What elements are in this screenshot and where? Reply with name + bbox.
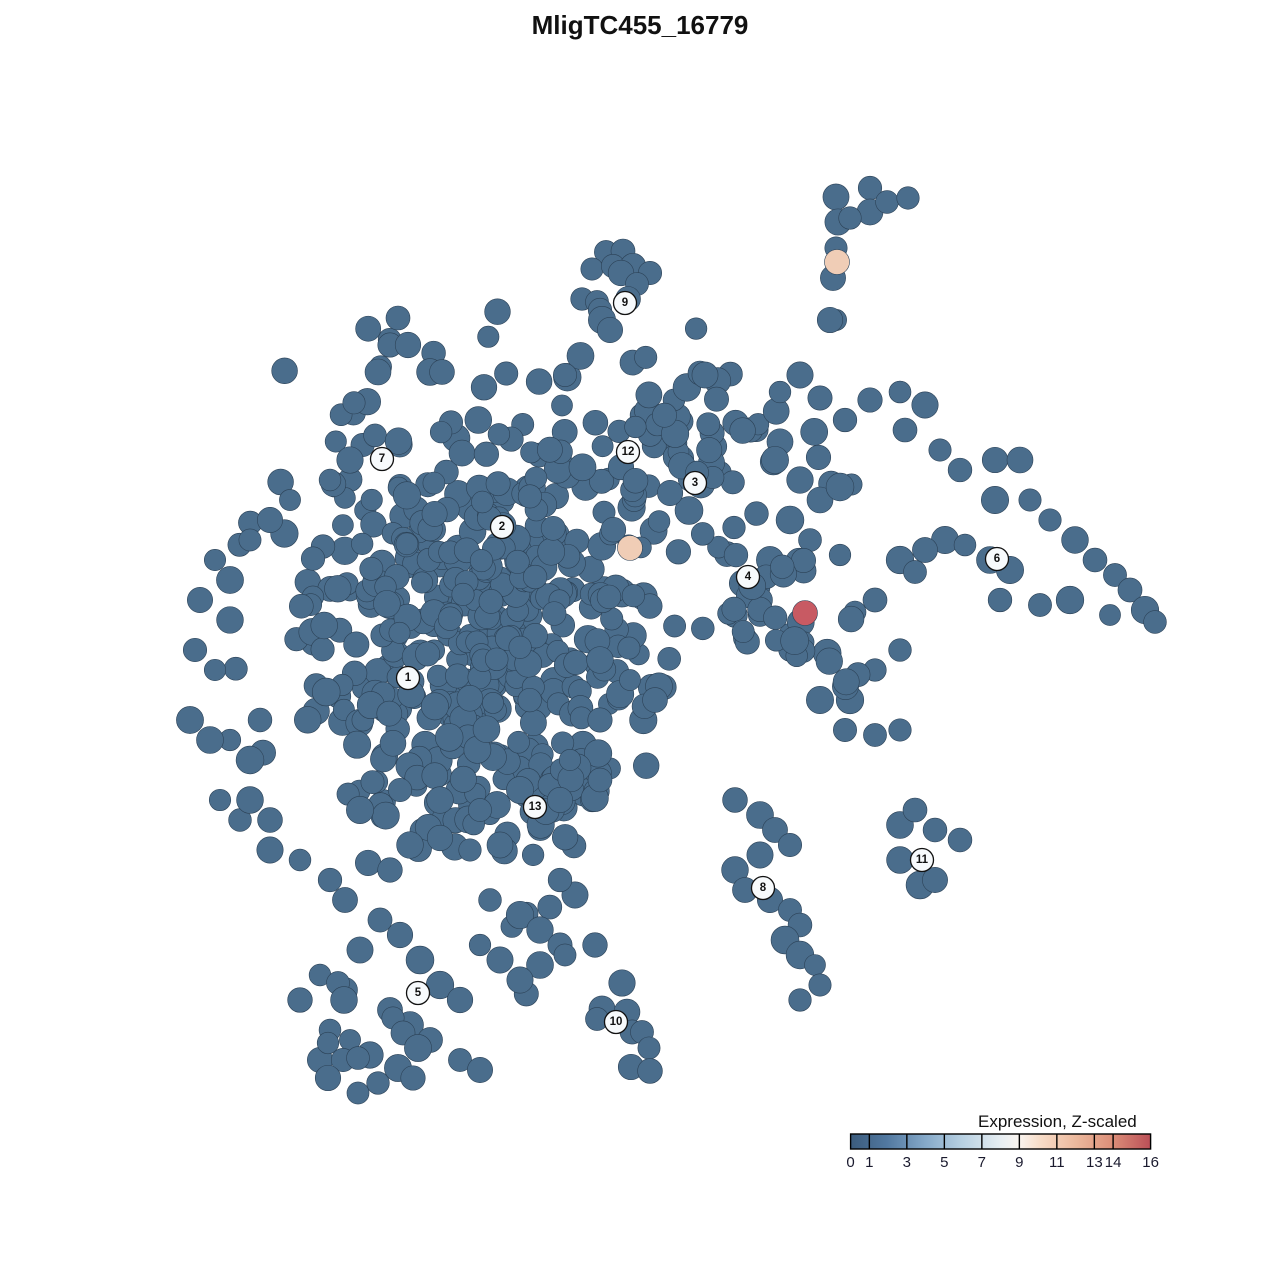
svg-text:3: 3 [692,477,698,489]
svg-text:13: 13 [529,801,542,813]
svg-text:12: 12 [622,446,635,458]
svg-text:5: 5 [415,987,422,999]
svg-text:11: 11 [916,854,929,866]
svg-text:10: 10 [610,1016,623,1028]
svg-text:6: 6 [994,553,1000,565]
svg-text:7: 7 [379,453,385,465]
svg-text:1: 1 [405,672,412,684]
svg-text:9: 9 [622,297,628,309]
svg-text:2: 2 [499,521,505,533]
svg-text:4: 4 [745,571,752,583]
svg-text:8: 8 [760,882,767,894]
